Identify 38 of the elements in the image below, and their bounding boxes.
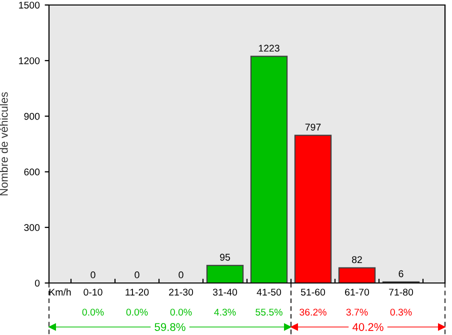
x-tick-label: 41-50 <box>256 288 282 296</box>
x-tick-label: 61-70 <box>345 288 370 296</box>
y-tick-label: 0 <box>34 280 40 287</box>
data-label: 95 <box>220 254 230 261</box>
bar <box>206 264 244 283</box>
data-label: 1223 <box>258 44 280 52</box>
data-label: 0 <box>90 271 96 278</box>
y-tick-label: 300 <box>24 224 40 232</box>
y-tick-label: 1500 <box>19 2 40 9</box>
bar <box>294 134 332 283</box>
x-tick-label: 0-10 <box>84 288 102 296</box>
text: 4.3% <box>214 308 236 316</box>
data-label: 6 <box>398 270 404 278</box>
y-axis-title: Nombre de véhicules <box>0 92 8 196</box>
x-tick-label: 21-30 <box>169 288 194 296</box>
x-tick-label: 11-20 <box>126 288 149 296</box>
bar <box>250 56 288 283</box>
x-axis-title: Km/h <box>49 288 71 296</box>
text: 36.2% <box>300 308 326 316</box>
y-tick-label: 900 <box>24 112 40 120</box>
x-tick-label: 51-60 <box>300 288 326 296</box>
text: 59.8% <box>154 323 186 331</box>
data-label: 0 <box>178 271 184 278</box>
bar <box>338 267 376 283</box>
data-label: 82 <box>352 256 362 264</box>
data-label: 0 <box>134 271 140 278</box>
y-tick-label: 1200 <box>19 57 40 64</box>
text: 0.0% <box>126 308 148 316</box>
y-tick-label: 600 <box>24 168 40 176</box>
text: 0.0% <box>82 308 104 316</box>
text: 0.0% <box>170 308 192 316</box>
text: 3.7% <box>346 308 368 316</box>
text: 40.2% <box>352 323 384 331</box>
text: 0.3% <box>390 308 412 316</box>
text: 55.5% <box>256 308 282 316</box>
x-tick-label: 31-40 <box>212 288 238 296</box>
data-label: 797 <box>305 124 321 131</box>
x-tick-label: 71-80 <box>389 288 414 296</box>
